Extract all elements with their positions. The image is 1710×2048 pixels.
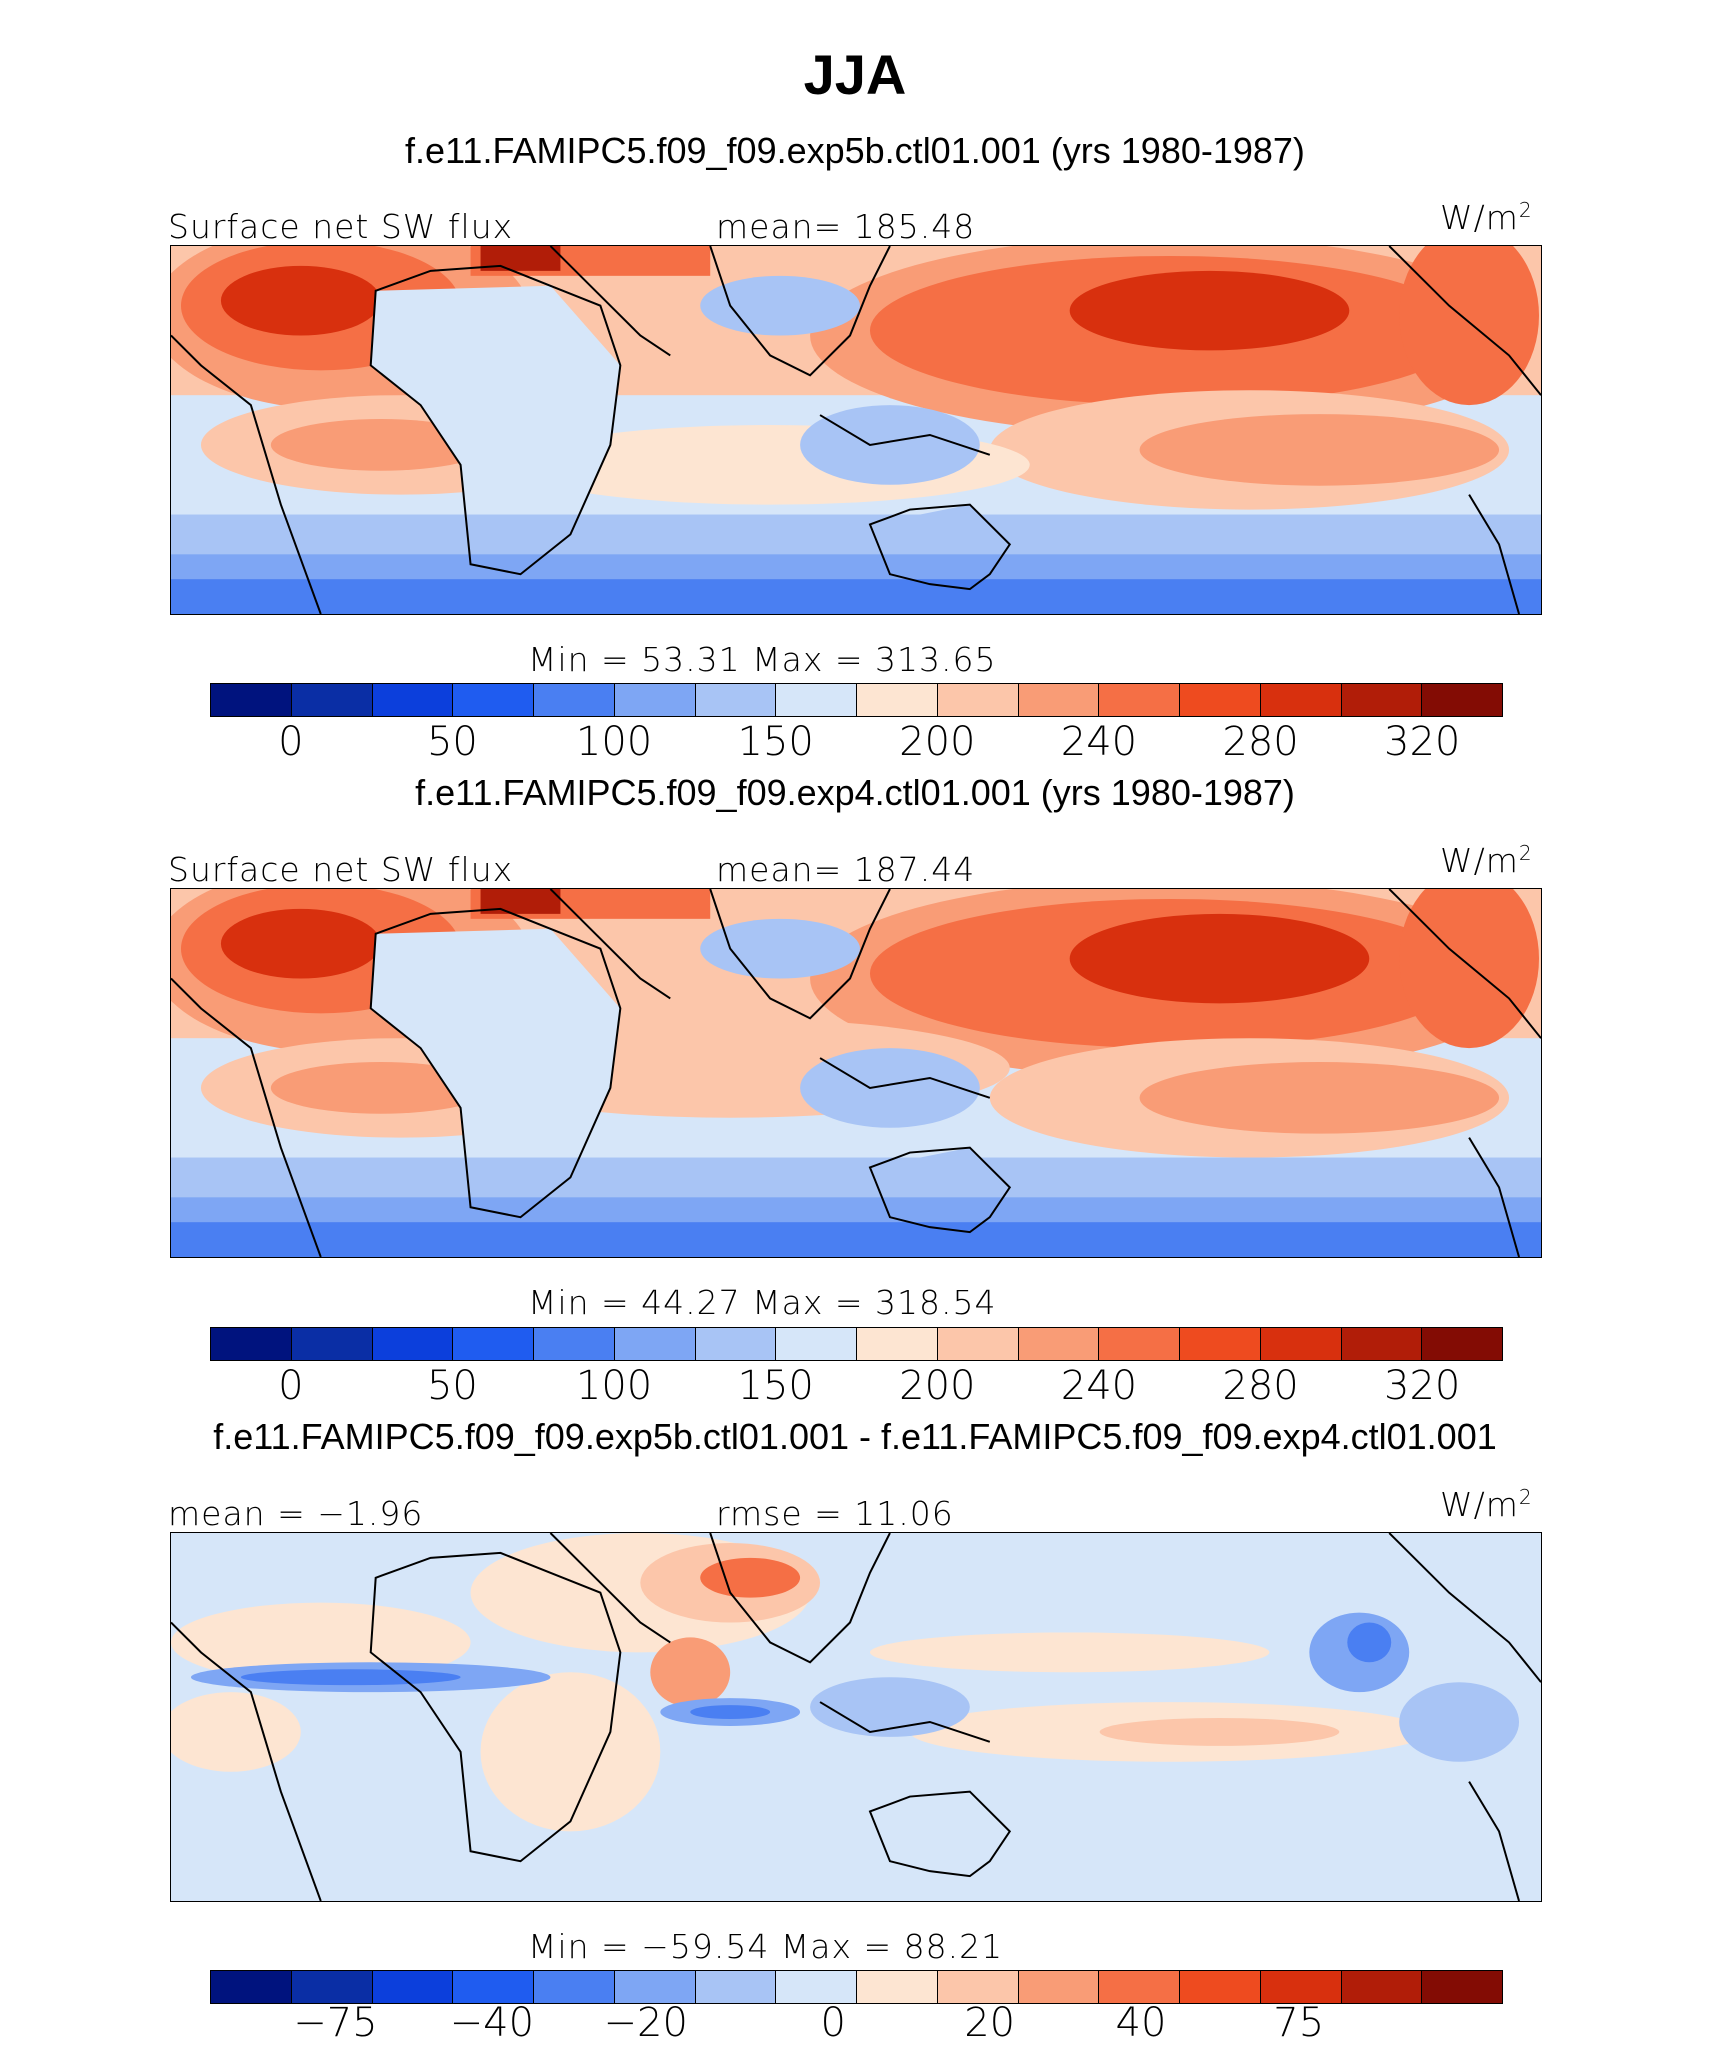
colorbar-1-bin xyxy=(857,684,938,716)
colorbar-3-bin xyxy=(776,1971,857,2003)
panel-3-case-title: f.e11.FAMIPC5.f09_f09.exp5b.ctl01.001 - … xyxy=(213,1416,1497,1457)
panel-1-colorbar xyxy=(210,683,1503,717)
colorbar-1-bin xyxy=(776,684,857,716)
colorbar-2-tick-label: 150 xyxy=(737,1363,814,1409)
colorbar-3-bin xyxy=(453,1971,534,2003)
colorbar-1-tick-label: 240 xyxy=(1060,719,1138,765)
panel-3-units: W/m2 xyxy=(1440,1485,1533,1524)
panel-3-map-svg xyxy=(171,1533,1541,1901)
panel-2-map xyxy=(170,888,1542,1258)
colorbar-3-bin xyxy=(291,1971,373,2003)
colorbar-2-bin xyxy=(211,1328,292,1360)
colorbar-1-bin xyxy=(372,684,454,716)
colorbar-1-tick-label: 150 xyxy=(737,719,814,765)
colorbar-1-bin xyxy=(534,684,615,716)
colorbar-1-bin xyxy=(614,684,696,716)
colorbar-2-bin xyxy=(857,1328,938,1360)
panel-1-minmax: Min = 53.31 Max = 313.65 xyxy=(528,640,997,679)
colorbar-2-bin xyxy=(534,1328,615,1360)
colorbar-1-bin xyxy=(291,684,373,716)
colorbar-2-bin xyxy=(291,1328,373,1360)
panel-2-colorbar xyxy=(210,1327,1503,1361)
colorbar-2-bin xyxy=(695,1328,777,1360)
colorbar-1-bin xyxy=(211,684,292,716)
colorbar-3-bin xyxy=(372,1971,454,2003)
colorbar-1-tick-label: 100 xyxy=(575,719,653,765)
panel-3-rmse-label: rmse = 11.06 xyxy=(716,1494,954,1533)
colorbar-3-tick-label: 0 xyxy=(820,2000,846,2046)
colorbar-2-tick-label: 100 xyxy=(575,1363,653,1409)
colorbar-3-bin xyxy=(534,1971,615,2003)
colorbar-1-bin xyxy=(1018,684,1100,716)
panel-1-units: W/m2 xyxy=(1440,198,1533,237)
colorbar-3-bin xyxy=(695,1971,777,2003)
panel-2-mean-label: mean= 187.44 xyxy=(716,850,976,889)
panel-1-map-svg xyxy=(171,246,1541,614)
colorbar-2-bin xyxy=(1422,1328,1502,1360)
panel-2-minmax: Min = 44.27 Max = 318.54 xyxy=(528,1283,997,1322)
panel-3-mean-label: mean = −1.96 xyxy=(168,1494,424,1533)
colorbar-2-bin xyxy=(453,1328,534,1360)
colorbar-1-bin xyxy=(1180,684,1261,716)
colorbar-1-bin xyxy=(695,684,777,716)
colorbar-2-tick-label: 240 xyxy=(1060,1363,1138,1409)
colorbar-1-bin xyxy=(1422,684,1502,716)
colorbar-3-bin xyxy=(1099,1971,1180,2003)
colorbar-3-bin xyxy=(1260,1971,1342,2003)
colorbar-3-bin xyxy=(1422,1971,1502,2003)
colorbar-3-bin xyxy=(211,1971,292,2003)
panel-1-case-title: f.e11.FAMIPC5.f09_f09.exp5b.ctl01.001 (y… xyxy=(405,130,1305,171)
colorbar-2-tick-label: 320 xyxy=(1384,1363,1461,1409)
panel-2-map-svg xyxy=(171,889,1541,1257)
colorbar-3-tick-label: −20 xyxy=(603,2000,688,2046)
colorbar-1-bin xyxy=(1341,684,1423,716)
colorbar-1-tick-label: 320 xyxy=(1384,719,1461,765)
panel-1-variable-label: Surface net SW flux xyxy=(168,207,514,246)
colorbar-1-tick-label: 0 xyxy=(278,719,304,765)
colorbar-2-bin xyxy=(1180,1328,1261,1360)
panel-1-map xyxy=(170,245,1542,615)
colorbar-3-bin xyxy=(937,1971,1019,2003)
colorbar-3-tick-label: 20 xyxy=(964,2000,1016,2046)
colorbar-3-tick-label: −75 xyxy=(293,2000,378,2046)
panel-2-case-title: f.e11.FAMIPC5.f09_f09.exp4.ctl01.001 (yr… xyxy=(415,772,1295,813)
colorbar-1-bin xyxy=(1099,684,1180,716)
colorbar-3-bin xyxy=(1180,1971,1261,2003)
panel-2-units: W/m2 xyxy=(1440,841,1533,880)
colorbar-2-bin xyxy=(937,1328,1019,1360)
colorbar-1-tick-label: 200 xyxy=(899,719,976,765)
colorbar-3-tick-label: 75 xyxy=(1273,2000,1325,2046)
colorbar-2-tick-label: 0 xyxy=(278,1363,304,1409)
colorbar-2-tick-label: 50 xyxy=(426,1363,478,1409)
colorbar-2-bin xyxy=(1018,1328,1100,1360)
colorbar-3-bin xyxy=(857,1971,938,2003)
colorbar-1-tick-label: 50 xyxy=(426,719,478,765)
main-title: JJA xyxy=(803,43,907,106)
panel-1-mean-label: mean= 185.48 xyxy=(716,207,976,246)
colorbar-3-bin xyxy=(1018,1971,1100,2003)
colorbar-1-bin xyxy=(1260,684,1342,716)
colorbar-2-bin xyxy=(372,1328,454,1360)
colorbar-2-bin xyxy=(1099,1328,1180,1360)
colorbar-2-bin xyxy=(614,1328,696,1360)
panel-2-variable-label: Surface net SW flux xyxy=(168,850,514,889)
colorbar-1-bin xyxy=(453,684,534,716)
colorbar-2-tick-label: 280 xyxy=(1222,1363,1299,1409)
panel-3-colorbar-ticks: −75 −40 −20 0 20 40 75 xyxy=(210,2000,1503,2048)
panel-1-colorbar-ticks: 0 50 100 150 200 240 280 320 xyxy=(210,717,1503,767)
colorbar-1-bin xyxy=(937,684,1019,716)
colorbar-2-tick-label: 200 xyxy=(899,1363,976,1409)
panel-3-minmax: Min = −59.54 Max = 88.21 xyxy=(528,1927,1004,1966)
colorbar-1-tick-label: 280 xyxy=(1222,719,1299,765)
colorbar-2-bin xyxy=(776,1328,857,1360)
colorbar-3-tick-label: 40 xyxy=(1115,2000,1167,2046)
panel-3-map xyxy=(170,1532,1542,1902)
colorbar-3-bin xyxy=(614,1971,696,2003)
colorbar-2-bin xyxy=(1260,1328,1342,1360)
colorbar-3-bin xyxy=(1341,1971,1423,2003)
panel-3-colorbar xyxy=(210,1970,1503,2004)
panel-2-colorbar-ticks: 0 50 100 150 200 240 280 320 xyxy=(210,1361,1503,1411)
colorbar-3-tick-label: −40 xyxy=(449,2000,535,2046)
colorbar-2-bin xyxy=(1341,1328,1423,1360)
